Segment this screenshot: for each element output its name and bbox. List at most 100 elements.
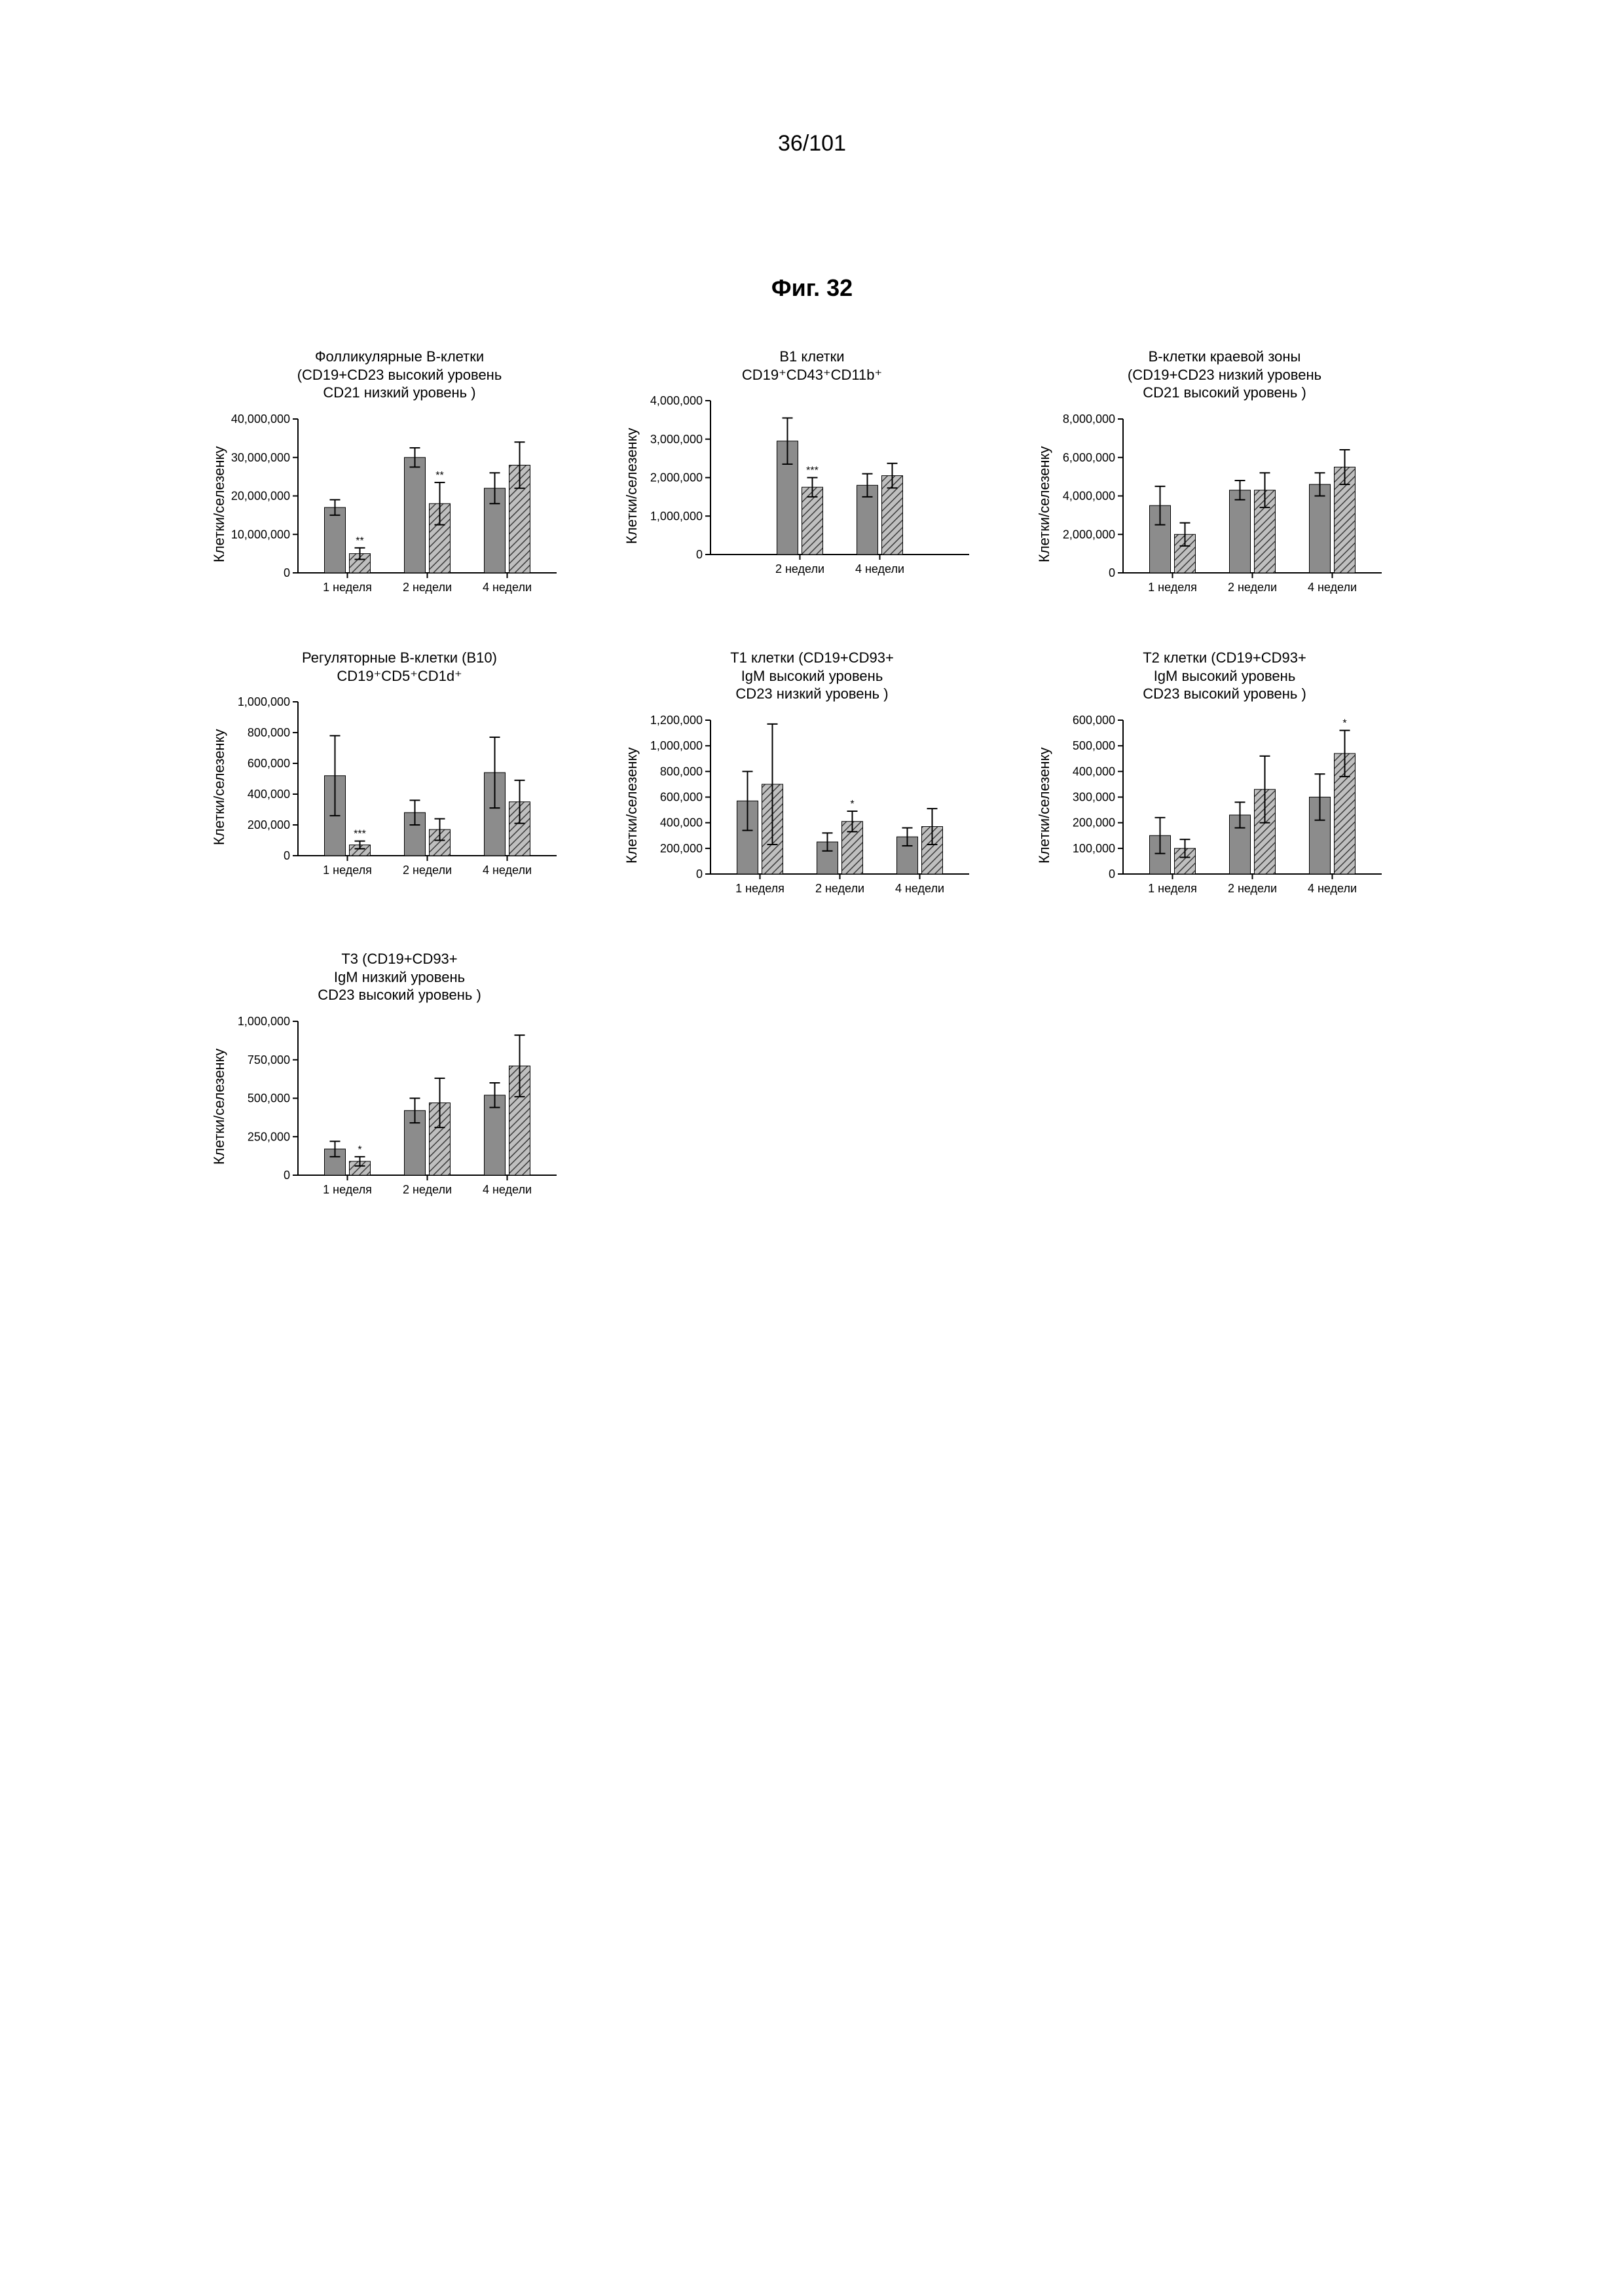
x-tick-label: 2 недели	[403, 864, 452, 877]
bar	[1310, 484, 1331, 572]
x-tick-label: 2 недели	[815, 882, 864, 895]
y-tick-label: 300,000	[1073, 790, 1115, 803]
page-number: 36/101	[210, 131, 1414, 156]
y-axis-label: Клетки/селезенку	[1035, 707, 1054, 903]
chart-t3: T3 (CD19+CD93+ IgM низкий уровень CD23 в…	[210, 950, 589, 1212]
x-tick-label: 4 недели	[483, 581, 532, 594]
y-tick-label: 400,000	[1073, 765, 1115, 778]
chart-title: B-клетки краевой зоны (CD19+CD23 низкий …	[1035, 348, 1414, 402]
x-tick-label: 1 неделя	[323, 864, 372, 877]
significance-marker: *	[1342, 718, 1346, 729]
x-tick-label: 4 недели	[895, 882, 944, 895]
y-tick-label: 200,000	[660, 841, 703, 854]
plot-wrap: Клетки/селезенку01,000,0002,000,0003,000…	[622, 388, 1002, 584]
plot-svg: 0 200,000 400,000 600,000 800,000 1,000,000 **…	[229, 689, 570, 885]
y-tick-label: 500,000	[1073, 739, 1115, 752]
y-tick-label: 8,000,000	[1063, 412, 1115, 426]
significance-marker: **	[435, 469, 443, 481]
y-tick-label: 0	[284, 566, 290, 579]
y-tick-label: 500,000	[248, 1091, 290, 1104]
plot-wrap: Клетки/селезенку 0 10,000,000 20,000,000 30,…	[210, 406, 589, 602]
y-tick-label: 2,000,000	[650, 471, 703, 484]
chart-follicular: Фолликулярные B-клетки (CD19+CD23 высоки…	[210, 348, 589, 610]
plot-svg: 0 100,000 200,000 300,000 400,000 500,000 600,…	[1054, 707, 1395, 903]
chart-title: Регуляторные B-клетки (B10) CD19⁺CD5⁺CD1…	[210, 649, 589, 685]
chart-title: T2 клетки (CD19+CD93+ IgM высокий уровен…	[1035, 649, 1414, 703]
y-axis-label: Клетки/селезенку	[210, 406, 229, 602]
plot-wrap: Клетки/селезенку 0 100,000 200,000 300,000 40…	[1035, 707, 1414, 903]
y-tick-label: 0	[696, 867, 703, 881]
x-tick-label: 4 недели	[483, 864, 532, 877]
chart-title: Фолликулярные B-клетки (CD19+CD23 высоки…	[210, 348, 589, 402]
x-tick-label: 1 неделя	[323, 1183, 372, 1196]
bar	[1230, 490, 1251, 572]
y-axis-label: Клетки/селезенку	[1035, 406, 1054, 602]
y-tick-label: 3,000,000	[650, 433, 703, 446]
plot-wrap: Клетки/селезенку 0 200,000 400,000 600,000 80…	[210, 689, 589, 885]
bar	[325, 507, 346, 573]
y-tick-label: 1,000,000	[238, 1015, 290, 1028]
y-tick-label: 1,000,000	[650, 739, 703, 752]
y-tick-label: 250,000	[248, 1130, 290, 1143]
chart-title: T1 клетки (CD19+CD93+ IgM высокий уровен…	[622, 649, 1002, 703]
x-tick-label: 2 недели	[1228, 581, 1277, 594]
y-tick-label: 1,000,000	[650, 509, 703, 522]
significance-marker: ***	[806, 465, 819, 477]
y-tick-label: 0	[284, 1169, 290, 1182]
y-tick-label: 100,000	[1073, 841, 1115, 854]
y-tick-label: 800,000	[248, 726, 290, 739]
y-tick-label: 800,000	[660, 765, 703, 778]
x-tick-label: 4 недели	[483, 1183, 532, 1196]
x-tick-label: 1 неделя	[323, 581, 372, 594]
chart-b1: B1 клетки CD19⁺CD43⁺CD11b⁺Клетки/селезен…	[622, 348, 1002, 610]
chart-mz: B-клетки краевой зоны (CD19+CD23 низкий …	[1035, 348, 1414, 610]
plot-svg: 0 200,000 400,000 600,000 800,000 1,000,000 1,…	[642, 707, 982, 903]
x-tick-label: 2 недели	[775, 562, 824, 575]
y-tick-label: 200,000	[248, 818, 290, 831]
y-tick-label: 600,000	[1073, 714, 1115, 727]
plot-svg: 02,000,0004,000,0006,000,0008,000,0001 н…	[1054, 406, 1395, 602]
plot-svg: 0 10,000,000 20,000,000 30,000,000 40,000,00…	[229, 406, 570, 602]
y-tick-label: 750,000	[248, 1053, 290, 1066]
figure-label: Фиг. 32	[210, 274, 1414, 302]
y-tick-label: 1,200,000	[650, 714, 703, 727]
plot-svg: 01,000,0002,000,0003,000,0004,000,000***…	[642, 388, 982, 584]
y-axis-label: Клетки/селезенку	[210, 689, 229, 885]
y-axis-label: Клетки/селезенку	[210, 1008, 229, 1205]
plot-svg: 0 250,000 500,000 750,000 1,000,000 * 1 неделя…	[229, 1008, 570, 1205]
y-tick-label: 400,000	[248, 788, 290, 801]
x-tick-label: 1 неделя	[735, 882, 784, 895]
chart-t2: T2 клетки (CD19+CD93+ IgM высокий уровен…	[1035, 649, 1414, 911]
bar	[405, 457, 426, 572]
y-tick-label: 4,000,000	[1063, 489, 1115, 502]
x-tick-label: 1 неделя	[1148, 581, 1197, 594]
y-tick-label: 20,000,000	[231, 489, 290, 502]
y-tick-label: 0	[1109, 867, 1115, 881]
significance-marker: ***	[354, 829, 366, 840]
y-tick-label: 10,000,000	[231, 528, 290, 541]
plot-wrap: Клетки/селезенку0200,000400,000600,00080…	[622, 707, 1002, 903]
x-tick-label: 2 недели	[403, 581, 452, 594]
chart-t1: T1 клетки (CD19+CD93+ IgM высокий уровен…	[622, 649, 1002, 911]
y-tick-label: 1,000,000	[238, 695, 290, 708]
x-tick-label: 1 неделя	[1148, 882, 1197, 895]
chart-breg: Регуляторные B-клетки (B10) CD19⁺CD5⁺CD1…	[210, 649, 589, 911]
y-tick-label: 2,000,000	[1063, 528, 1115, 541]
x-tick-label: 2 недели	[1228, 882, 1277, 895]
significance-marker: **	[356, 535, 363, 546]
y-tick-label: 40,000,000	[231, 412, 290, 426]
chart-title: B1 клетки CD19⁺CD43⁺CD11b⁺	[622, 348, 1002, 384]
significance-marker: *	[850, 799, 854, 810]
y-tick-label: 600,000	[660, 790, 703, 803]
significance-marker: *	[358, 1144, 361, 1155]
x-tick-label: 4 недели	[1308, 581, 1357, 594]
y-tick-label: 0	[284, 849, 290, 862]
y-tick-label: 4,000,000	[650, 394, 703, 407]
y-tick-label: 30,000,000	[231, 450, 290, 464]
y-tick-label: 600,000	[248, 757, 290, 770]
y-tick-label: 400,000	[660, 816, 703, 829]
y-tick-label: 200,000	[1073, 816, 1115, 829]
y-tick-label: 0	[1109, 566, 1115, 579]
plot-wrap: Клетки/селезенку 0 250,000 500,000 750,000 1,…	[210, 1008, 589, 1205]
page: 36/101 Фиг. 32 Фолликулярные B-клетки (C…	[0, 0, 1624, 2296]
